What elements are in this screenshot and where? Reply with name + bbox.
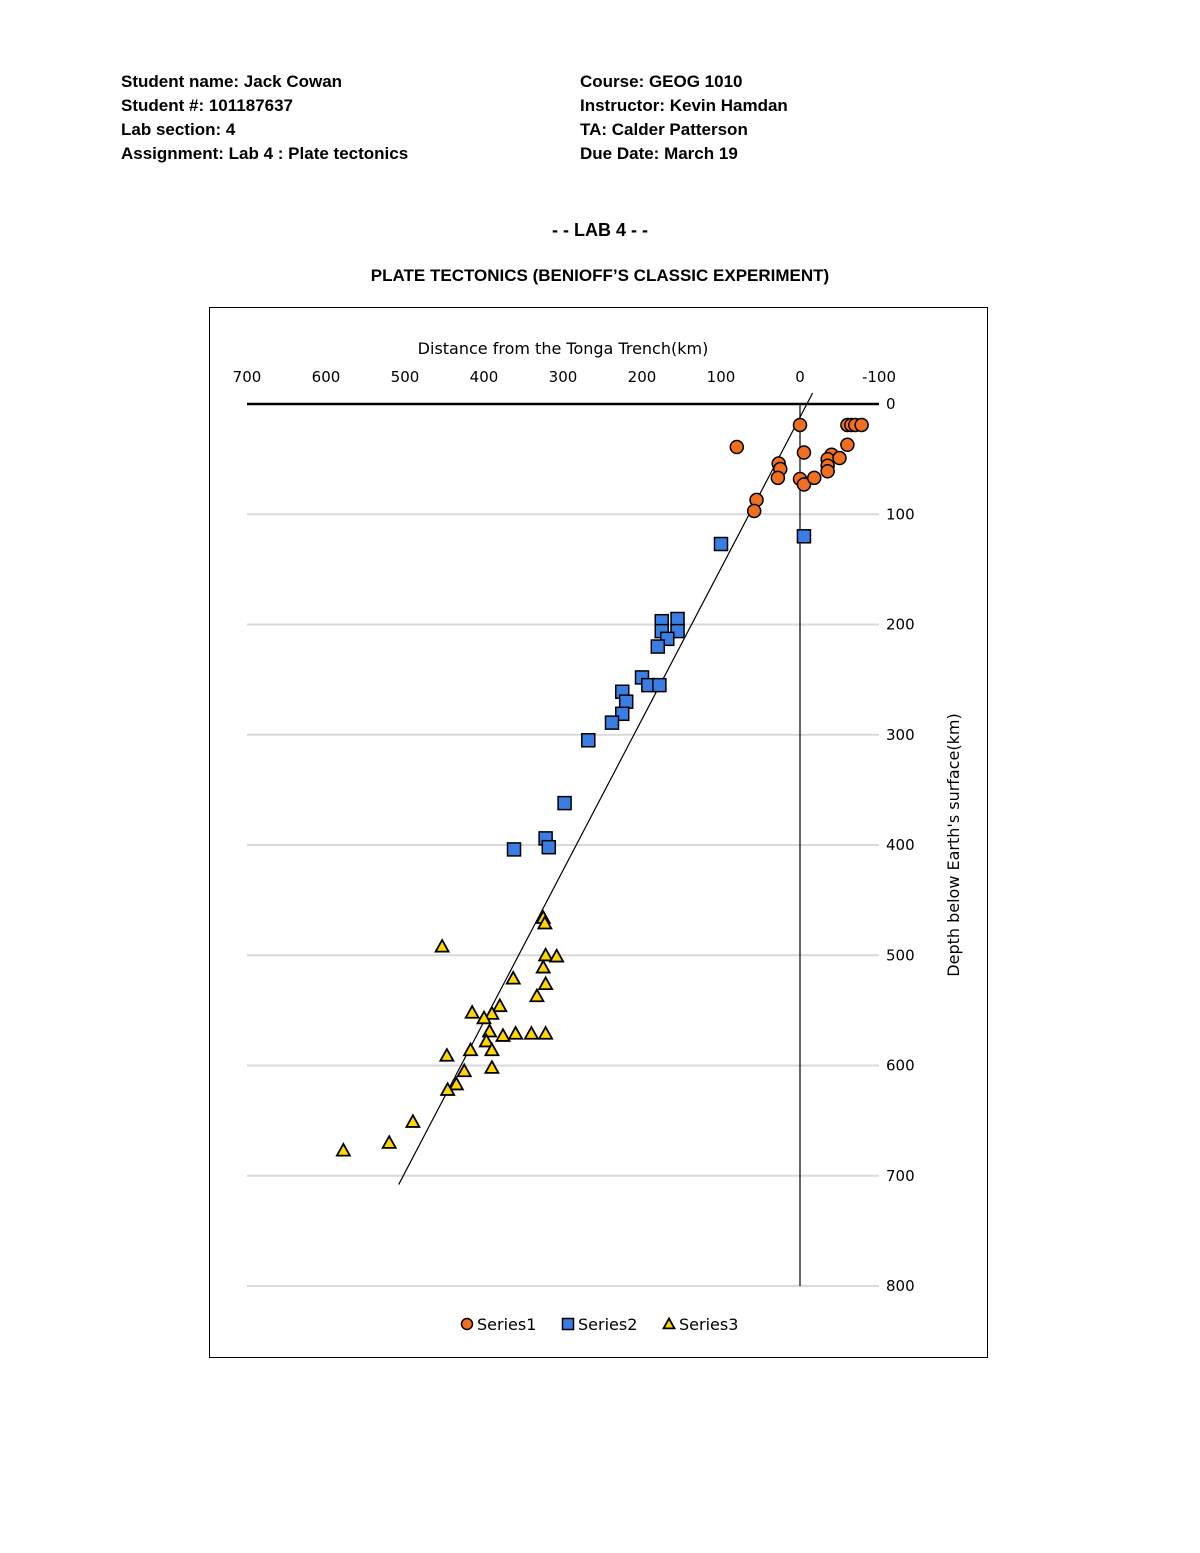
data-point-series3 [523,1025,540,1040]
data-point-series3 [456,1062,473,1078]
data-point-series2 [670,611,685,627]
student-name: Student name: Jack Cowan [121,72,343,91]
instructor: Instructor: Kevin Hamdan [580,96,788,115]
data-point-series3 [381,1134,398,1149]
data-point-series3 [335,1142,352,1157]
legend-marker-series2 [561,1317,575,1331]
data-point-series1 [832,450,847,466]
x-axis-title: Distance from the Tonga Trench(km) [418,339,709,358]
data-point-series1 [796,445,812,460]
student-number: Student #: 101187637 [121,96,293,115]
data-point-series2 [557,795,572,811]
data-point-series2 [618,694,634,709]
data-point-series2 [713,536,729,552]
y-tick-label: 200 [886,616,915,634]
y-tick-label: 100 [886,505,915,523]
data-point-series3 [448,1075,465,1091]
data-point-series3 [478,1032,495,1048]
course: Course: GEOG 1010 [580,72,743,91]
data-point-series3 [481,1022,498,1038]
data-point-series3 [535,959,552,974]
legend-label: Series3 [679,1315,738,1334]
data-point-series3 [536,914,553,930]
lab-section: Lab section: 4 [121,120,236,139]
y-tick-label: 700 [886,1167,915,1185]
data-point-series1 [840,437,855,453]
assignment: Assignment: Lab 4 : Plate tectonics [121,144,409,163]
data-point-series3 [483,1041,500,1057]
data-point-series3 [507,1025,524,1040]
data-point-series2 [541,839,557,855]
x-tick-label: 200 [628,368,657,386]
data-point-series3 [434,938,451,953]
data-point-series1 [746,503,762,519]
y-tick-label: 0 [886,395,896,413]
lab-title: - - LAB 4 - - [552,220,648,240]
legend-marker-series3 [661,1316,677,1330]
data-point-series3 [475,1009,493,1025]
chart-frame [209,307,988,1358]
x-tick-label: 300 [549,368,578,386]
data-point-series3 [483,1005,500,1020]
data-point-series3 [537,975,554,991]
y-tick-label: 500 [886,946,915,964]
data-point-series3 [537,946,554,962]
header-left: Student name: Jack Cowan Student #: 1011… [121,70,408,166]
data-point-series1 [806,470,822,486]
data-point-series3 [537,1025,554,1040]
page-subtitle: PLATE TECTONICS (BENIOFF’S CLASSIC EXPER… [370,266,830,285]
x-tick-label: 100 [707,368,736,386]
data-point-series2 [506,842,522,857]
data-point-series2 [650,639,666,654]
data-point-series3 [491,997,508,1013]
data-point-series3 [483,1059,500,1074]
data-point-series1 [820,464,835,479]
data-point-series3 [462,1041,479,1057]
data-point-series3 [494,1027,511,1042]
teaching-assistant: TA: Calder Patterson [580,120,748,139]
data-point-series2 [604,715,620,730]
y-axis-title: Depth below Earth's surface(km) [944,713,963,976]
x-tick-label: 700 [233,368,262,386]
y-tick-label: 800 [886,1277,915,1295]
legend-label: Series1 [477,1315,536,1334]
data-point-series3 [404,1113,421,1128]
y-tick-label: 600 [886,1057,915,1075]
x-tick-label: 600 [312,368,341,386]
data-point-series1 [796,477,812,492]
x-tick-label: -100 [862,368,896,386]
data-point-series3 [528,987,545,1003]
data-point-series1 [854,417,869,433]
data-point-series3 [439,1081,456,1096]
data-point-series1 [770,470,786,486]
data-point-series3 [548,947,565,963]
y-tick-label: 400 [886,836,915,854]
data-point-series2 [796,529,812,544]
legend-marker-series1 [460,1317,474,1331]
data-point-series1 [792,417,808,433]
x-tick-label: 400 [470,368,499,386]
data-point-series3 [505,970,522,985]
data-point-series3 [464,1004,481,1019]
due-date: Due Date: March 19 [580,144,738,163]
header-right: Course: GEOG 1010 Instructor: Kevin Hamd… [580,70,788,166]
x-tick-label: 500 [391,368,420,386]
data-point-series2 [581,733,596,748]
data-point-series1 [729,439,745,455]
y-tick-label: 300 [886,726,915,744]
x-tick-label: 0 [795,368,805,386]
data-point-series3 [438,1047,455,1062]
benioff-scatter-chart: 700 600 500 400 300 200 100 0 -100 0 100 200 300 400 5… [233,339,963,1334]
legend-label: Series2 [578,1315,637,1334]
data-point-series2 [652,677,667,693]
